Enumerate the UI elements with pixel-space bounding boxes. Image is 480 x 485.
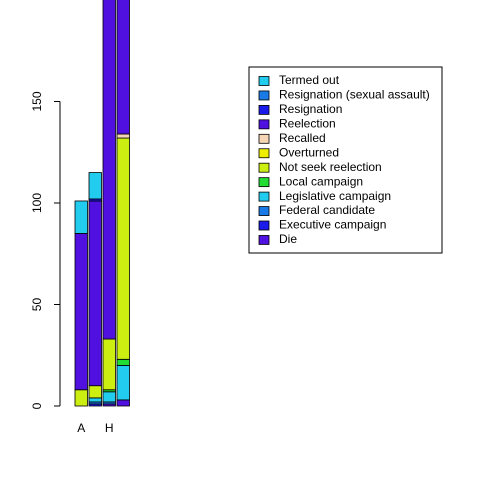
legend-swatch — [258, 220, 270, 231]
legend-label: Overturned — [279, 145, 339, 159]
legend-label: Resignation (sexual assault) — [279, 88, 430, 102]
legend-label: Local campaign — [279, 174, 363, 188]
legend-swatch — [258, 191, 270, 202]
y-tick-label: 150 — [30, 91, 44, 111]
bar-segment — [74, 389, 88, 407]
bar-segment — [116, 358, 130, 366]
legend-swatch — [258, 206, 270, 216]
legend-swatch — [258, 133, 270, 144]
legend-swatch — [258, 105, 270, 115]
legend-swatch — [258, 162, 270, 173]
legend-box — [248, 66, 443, 254]
legend-swatch — [258, 119, 270, 130]
bar-segment — [116, 399, 130, 407]
y-tick-label: 50 — [30, 298, 44, 312]
legend-label: Die — [279, 232, 297, 246]
bars — [74, 0, 130, 407]
legend-swatch — [258, 90, 270, 101]
bar-segment — [88, 385, 102, 399]
bar-segment — [102, 0, 116, 340]
bar-segment — [116, 364, 130, 401]
y-tick-label: 100 — [30, 193, 44, 213]
bar-segment — [116, 137, 130, 360]
bar-segment — [116, 133, 130, 139]
legend-swatch — [258, 235, 270, 245]
legend-swatch — [258, 148, 270, 159]
bar-segment — [102, 338, 116, 391]
bar-segment — [74, 200, 88, 234]
bar-segment — [116, 0, 130, 135]
bar-segment — [88, 172, 102, 200]
bar-segment — [102, 391, 116, 403]
bar-segment — [88, 397, 102, 403]
legend-label: Federal candidate — [279, 203, 375, 217]
legend-label: Reelection — [279, 117, 336, 131]
legend-label: Executive campaign — [279, 218, 386, 232]
legend-label: Termed out — [279, 73, 340, 87]
x-tick-label: A — [77, 421, 85, 435]
legend-swatch — [258, 76, 270, 86]
bar-segment — [88, 200, 102, 387]
legend-label: Resignation — [279, 102, 342, 116]
bar-segment — [74, 233, 88, 391]
legend-label: Recalled — [279, 131, 326, 145]
legend-swatch — [258, 177, 270, 188]
y-tick-label: 0 — [30, 402, 44, 409]
legend-label: Not seek reelection — [279, 160, 382, 174]
legend-label: Legislative campaign — [279, 189, 391, 203]
x-tick-label: H — [105, 421, 114, 435]
